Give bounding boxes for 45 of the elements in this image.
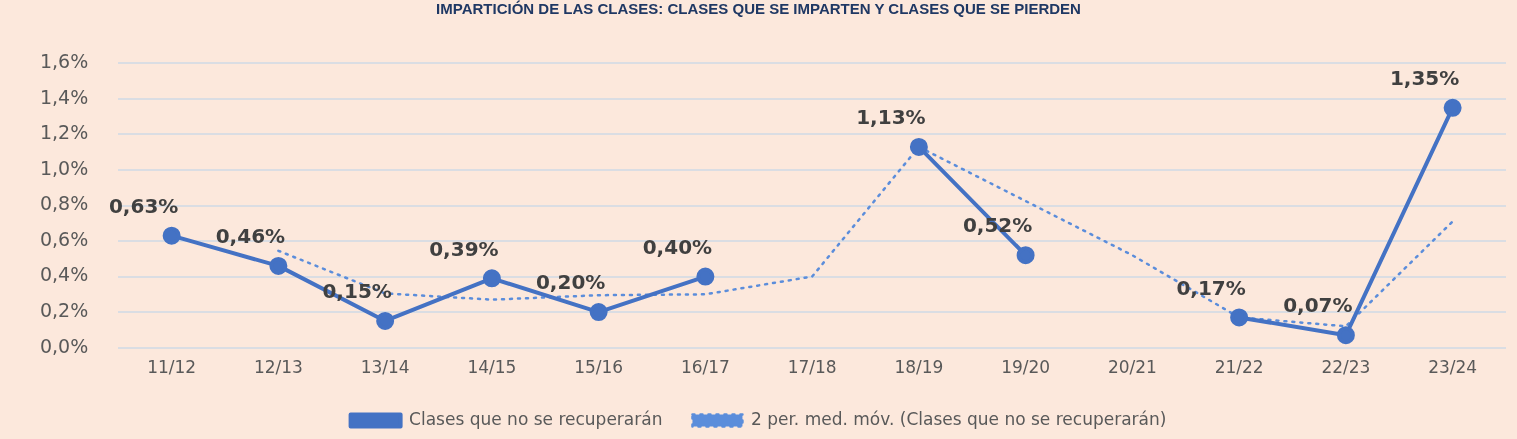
- x-tick-label: 22/23: [1321, 357, 1371, 378]
- y-tick-label: 0,2%: [39, 299, 89, 322]
- x-tick-label: 23/24: [1428, 357, 1478, 378]
- data-label: 1,13%: [856, 105, 926, 130]
- data-label: 0,20%: [535, 270, 606, 295]
- point: [482, 269, 501, 288]
- y-tick-label: 0,0%: [39, 334, 89, 357]
- point: [909, 137, 928, 156]
- point: [696, 267, 715, 286]
- y-tick-label: 0,8%: [39, 192, 89, 215]
- point: [1230, 308, 1249, 327]
- x-tick-label: 15/16: [574, 357, 624, 378]
- data-label: 0,40%: [642, 234, 713, 259]
- x-tick-label: 18/19: [894, 357, 944, 378]
- y-tick-label: 1,2%: [39, 121, 89, 144]
- point: [376, 311, 395, 330]
- point: [162, 226, 181, 245]
- x-tick-label: 19/20: [1001, 357, 1051, 378]
- x-tick-label: 12/13: [253, 357, 303, 378]
- y-tick-label: 0,4%: [39, 263, 89, 286]
- point: [1016, 246, 1035, 265]
- point: [1336, 326, 1355, 345]
- data-label: 0,07%: [1283, 293, 1353, 318]
- x-tick-label: 16/17: [680, 357, 730, 378]
- x-tick-label: 11/12: [147, 357, 197, 378]
- legend-label: Clases que no se recuperarán: [409, 408, 663, 429]
- data-label: 0,63%: [108, 193, 179, 218]
- x-tick-label: 14/15: [467, 357, 517, 378]
- x-tick-label: 21/22: [1214, 357, 1264, 378]
- data-label: 0,46%: [215, 224, 286, 249]
- point: [589, 303, 608, 322]
- y-tick-label: 1,4%: [39, 85, 89, 108]
- y-tick-label: 0,6%: [39, 227, 89, 250]
- chart-title: IMPARTICIÓN DE LAS CLASES: CLASES QUE SE IMPARTEN Y CLASES QUE SE PIERDEN: [435, 0, 1082, 19]
- data-label: 0,39%: [429, 236, 499, 261]
- x-tick-label: 20/21: [1107, 357, 1157, 378]
- point: [1443, 98, 1462, 117]
- data-label: 0,17%: [1176, 275, 1246, 300]
- legend-label: 2 per. med. móv. (Clases que no se recuperarán): [750, 408, 1167, 429]
- x-tick-label: 13/14: [360, 357, 410, 378]
- data-label: 1,35%: [1389, 66, 1460, 91]
- y-tick-label: 1,6%: [39, 50, 89, 73]
- point: [269, 256, 288, 275]
- y-tick-label: 1,0%: [39, 156, 89, 179]
- x-tick-label: 17/18: [787, 357, 837, 378]
